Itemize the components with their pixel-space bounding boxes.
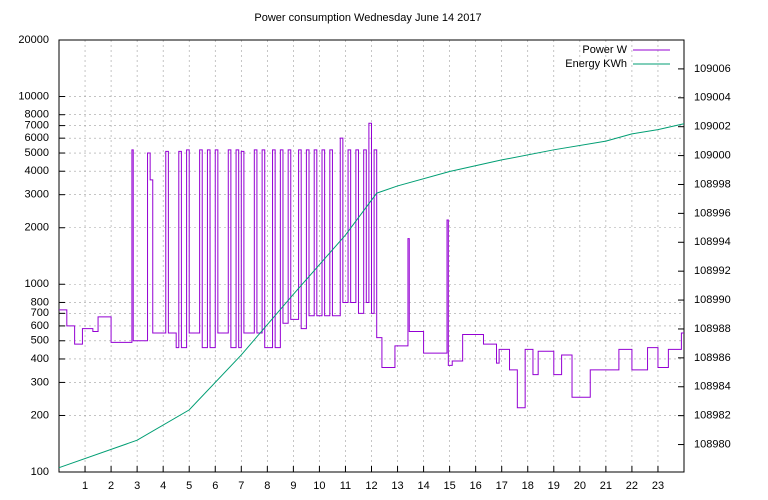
y2-tick-label: 108998 (694, 178, 731, 190)
x-tick-label: 13 (391, 480, 403, 492)
x-tick-label: 18 (522, 480, 534, 492)
y-tick-label: 6000 (25, 132, 49, 144)
legend-label: Power W (582, 44, 627, 56)
data-line (59, 122, 684, 409)
x-tick-label: 16 (470, 480, 482, 492)
y2-tick-label: 108992 (694, 265, 731, 277)
x-tick-label: 22 (626, 480, 638, 492)
y2-tick-label: 108984 (694, 381, 731, 393)
y-tick-label: 100 (31, 466, 49, 478)
x-tick-label: 7 (238, 480, 244, 492)
x-tick-label: 12 (365, 480, 377, 492)
y-tick-label: 8000 (25, 109, 49, 121)
y-tick-label: 800 (31, 296, 49, 308)
y-tick-label: 200 (31, 409, 49, 421)
legend-label: Energy KWh (565, 58, 627, 70)
y2-tick-label: 108980 (694, 438, 731, 450)
x-tick-label: 8 (264, 480, 270, 492)
y-tick-label: 3000 (25, 189, 49, 201)
x-tick-label: 23 (652, 480, 664, 492)
y2-tick-label: 108996 (694, 207, 731, 219)
y-tick-label: 600 (31, 320, 49, 332)
x-tick-label: 2 (108, 480, 114, 492)
x-tick-label: 10 (313, 480, 325, 492)
x-tick-label: 11 (340, 480, 351, 492)
x-tick-label: 4 (160, 480, 166, 492)
x-tick-label: 21 (600, 480, 612, 492)
y2-tick-label: 109004 (694, 92, 731, 104)
y-tick-label: 4000 (25, 165, 49, 177)
y-tick-label: 300 (31, 376, 49, 388)
y2-tick-label: 108994 (694, 236, 731, 248)
y-tick-label: 700 (31, 307, 49, 319)
x-tick-label: 14 (417, 480, 429, 492)
y-tick-label: 7000 (25, 120, 49, 132)
y2-tick-label: 109006 (694, 63, 731, 75)
x-tick-label: 5 (186, 480, 192, 492)
y2-tick-label: 108982 (694, 410, 731, 422)
y2-tick-label: 108988 (694, 323, 731, 335)
x-tick-label: 3 (134, 480, 140, 492)
y-tick-label: 10000 (18, 90, 49, 102)
x-tick-label: 17 (496, 480, 508, 492)
y-tick-label: 400 (31, 353, 49, 365)
chart-title: Power consumption Wednesday June 14 2017 (254, 12, 481, 24)
x-tick-label: 1 (82, 480, 88, 492)
data-line (58, 123, 685, 469)
y2-tick-label: 108990 (694, 294, 731, 306)
y2-tick-label: 108986 (694, 352, 731, 364)
x-tick-label: 15 (444, 480, 456, 492)
x-tick-label: 9 (290, 480, 296, 492)
y2-tick-label: 109002 (694, 121, 731, 133)
y-tick-label: 2000 (25, 222, 49, 234)
x-tick-label: 19 (548, 480, 560, 492)
x-tick-label: 6 (212, 480, 218, 492)
y-tick-label: 5000 (25, 147, 49, 159)
y-tick-label: 1000 (25, 278, 49, 290)
y2-tick-label: 109000 (694, 149, 731, 161)
x-tick-label: 20 (574, 480, 586, 492)
y-tick-label: 20000 (18, 34, 49, 46)
y-tick-label: 500 (31, 335, 49, 347)
plot-border (58, 39, 685, 473)
